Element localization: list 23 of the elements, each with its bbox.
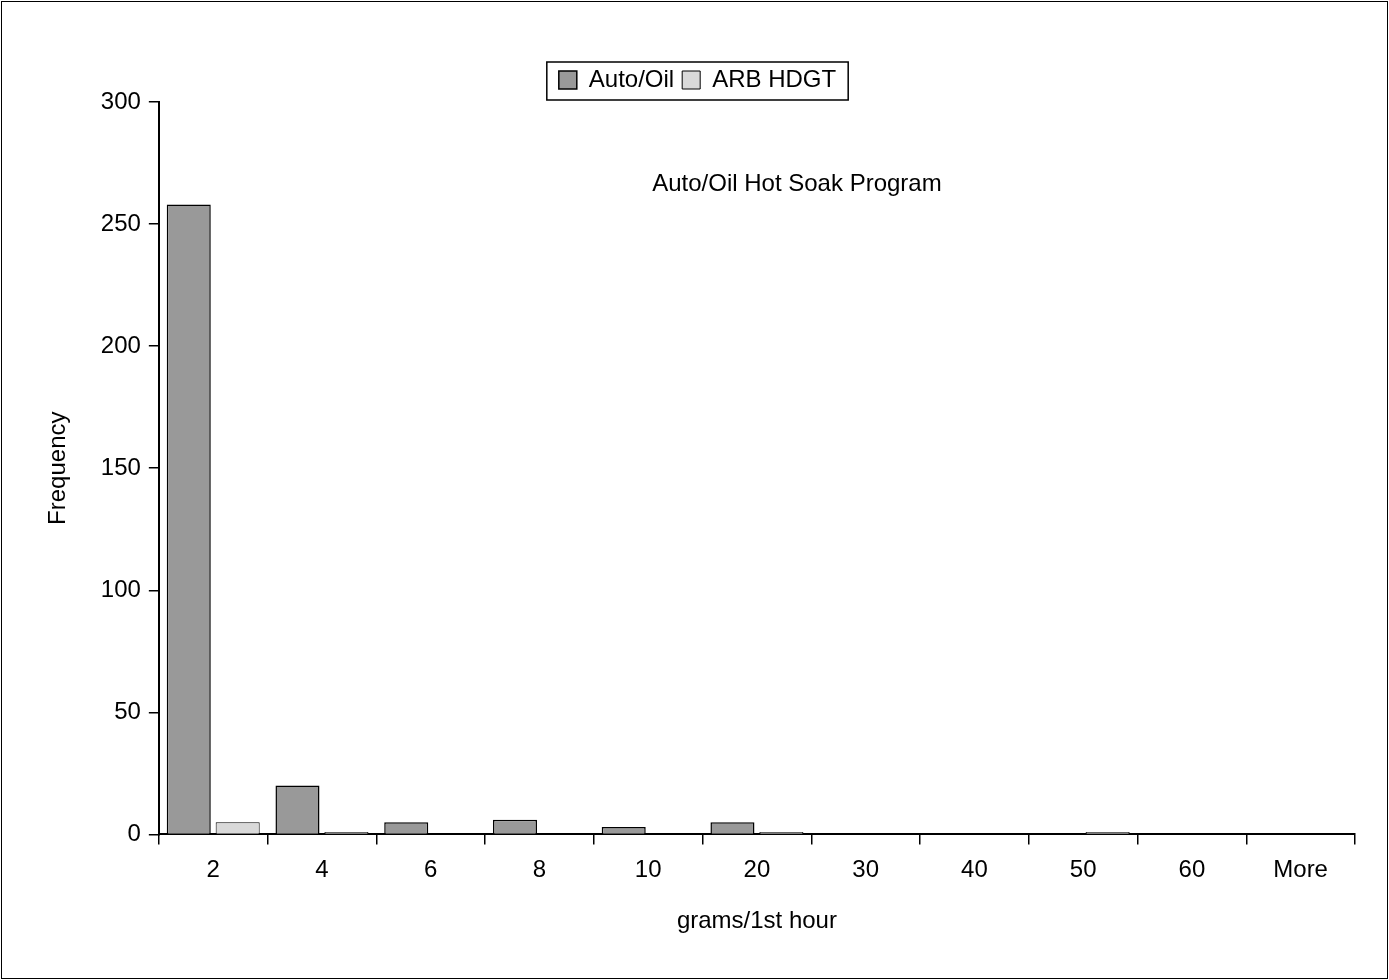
legend-label: Auto/Oil [588,64,675,92]
y-tick-label: 0 [127,819,141,847]
x-tick-label: 60 [1178,855,1206,883]
x-tick-label: 20 [743,855,771,883]
x-tick-label: 30 [852,855,880,883]
x-axis-title: grams/1st hour [676,906,837,934]
y-tick-label: 150 [100,452,141,480]
x-tick-label: More [1273,855,1328,883]
y-tick-label: 100 [100,574,141,602]
y-axis-title: Frequency [43,411,71,525]
x-tick-label: 10 [634,855,662,883]
y-tick-label: 50 [114,696,141,724]
x-tick-label: 8 [532,855,547,883]
legend-label: ARB HDGT [712,64,837,92]
y-tick-label: 300 [100,86,141,114]
annotation: Auto/Oil Hot Soak Program [652,168,942,196]
x-tick-label: 2 [206,855,220,883]
x-tick-label: 4 [315,855,329,883]
x-tick-label: 50 [1069,855,1097,883]
y-tick-label: 250 [100,208,141,236]
y-tick-label: 200 [100,330,141,358]
x-tick-label: 6 [424,855,438,883]
x-tick-label: 40 [961,855,988,883]
